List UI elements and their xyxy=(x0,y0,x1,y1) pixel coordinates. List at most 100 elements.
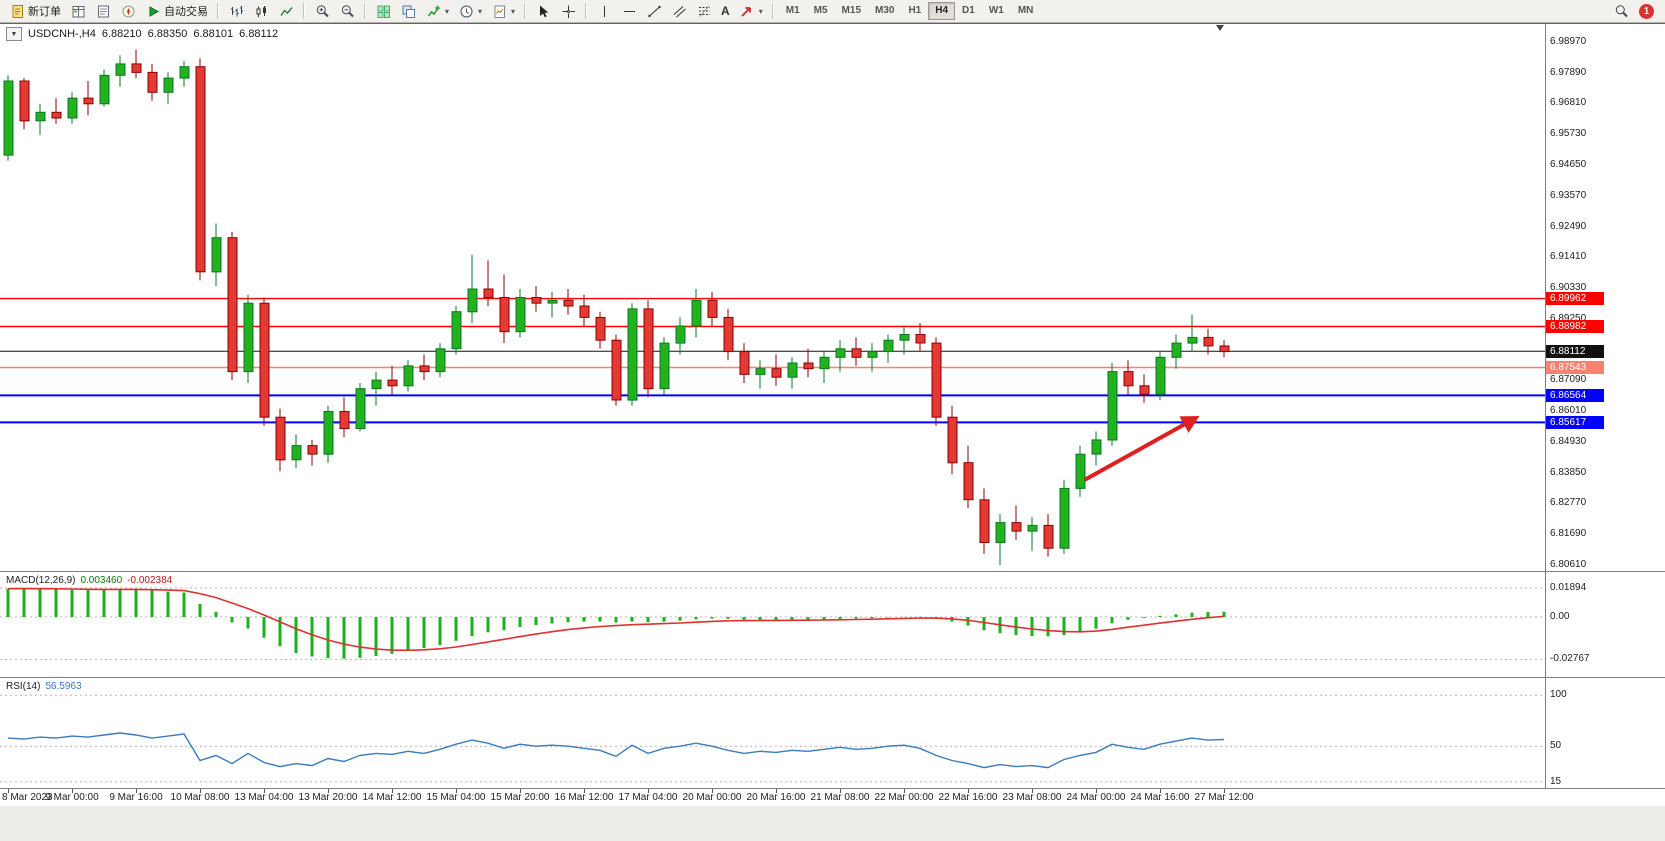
time-axis-tick xyxy=(136,789,137,793)
price-tag: 6.88112 xyxy=(1546,345,1604,358)
rsi-name: RSI(14) xyxy=(6,681,41,692)
notification-badge[interactable]: 1 xyxy=(1639,3,1654,19)
candle-body xyxy=(371,379,382,390)
candle-body xyxy=(515,297,526,333)
vertical-line-button[interactable] xyxy=(592,2,616,21)
trend-arrow[interactable] xyxy=(1083,421,1189,482)
data-window-button[interactable] xyxy=(91,2,115,21)
timeframe-m1-button[interactable]: M1 xyxy=(779,2,807,20)
time-axis-label: 17 Mar 04:00 xyxy=(618,792,678,803)
navigator-button[interactable] xyxy=(116,2,140,21)
toolbar-separator xyxy=(364,3,366,19)
timeframe-h1-button[interactable]: H1 xyxy=(901,2,928,20)
autotrading-button[interactable]: 自动交易 xyxy=(141,2,212,21)
timeframe-m30-button[interactable]: M30 xyxy=(868,2,901,20)
candle-body xyxy=(979,499,990,543)
arrange-windows-button[interactable] xyxy=(396,2,420,21)
time-axis-label: 15 Mar 20:00 xyxy=(490,792,550,803)
time-axis-tick xyxy=(392,789,393,793)
rsi-panel-canvas[interactable] xyxy=(0,678,1546,788)
candle-body xyxy=(291,445,302,461)
horizontal-line-button[interactable] xyxy=(617,2,641,21)
line-chart-button[interactable] xyxy=(274,2,298,21)
text-button[interactable]: A xyxy=(717,2,734,21)
time-axis-tick xyxy=(8,789,9,793)
timeframe-d1-button[interactable]: D1 xyxy=(955,2,982,20)
panel-separator[interactable] xyxy=(0,571,1665,572)
candle-body xyxy=(1203,336,1214,347)
periods-button[interactable]: ▾ xyxy=(454,2,486,21)
time-axis-tick xyxy=(200,789,201,793)
time-axis-label: 13 Mar 20:00 xyxy=(298,792,358,803)
candlestick-chart-icon xyxy=(253,3,269,19)
one-click-trading-toggle[interactable]: ▼ xyxy=(6,27,22,41)
macd-axis-label: -0.02767 xyxy=(1550,653,1590,664)
price-axis-label: 6.95730 xyxy=(1550,128,1587,139)
market-watch-button[interactable] xyxy=(66,2,90,21)
chart-title: ▼ USDCNH-,H4 6.88210 6.88350 6.88101 6.8… xyxy=(6,27,278,41)
main-chart-canvas[interactable] xyxy=(0,24,1546,571)
panel-separator[interactable] xyxy=(0,677,1665,678)
zoom-in-icon xyxy=(314,3,330,19)
crosshair-button[interactable] xyxy=(556,2,580,21)
fibonacci-button[interactable] xyxy=(692,2,716,21)
candle-body xyxy=(787,362,798,378)
candle-body xyxy=(387,379,398,387)
chart-shift-marker[interactable] xyxy=(1216,25,1224,31)
candle-body xyxy=(275,416,286,461)
tile-windows-icon xyxy=(375,3,391,19)
candle-body xyxy=(819,356,830,370)
bar-chart-button[interactable] xyxy=(224,2,248,21)
candle-body xyxy=(547,299,558,304)
arrange-windows-icon xyxy=(400,3,416,19)
window-top-border xyxy=(0,23,1665,24)
autotrading-play-icon xyxy=(145,3,161,19)
rsi-label: RSI(14) 56.5963 xyxy=(6,681,82,692)
market-watch-icon xyxy=(70,3,86,19)
timeframe-mn-button[interactable]: MN xyxy=(1011,2,1041,20)
candle-body xyxy=(963,462,974,501)
tile-windows-button[interactable] xyxy=(371,2,395,21)
candle-body xyxy=(451,311,462,350)
candle-body xyxy=(739,351,750,375)
zoom-out-button[interactable] xyxy=(335,2,359,21)
price-scale-border xyxy=(1545,24,1546,806)
candle-body xyxy=(147,71,158,93)
price-axis-label: 6.86010 xyxy=(1550,405,1587,416)
arrows-button[interactable]: ▾ xyxy=(735,2,767,21)
candle-body xyxy=(723,316,734,353)
trendline-button[interactable] xyxy=(642,2,666,21)
macd-signal-line xyxy=(7,587,1225,652)
time-axis-label: 10 Mar 08:00 xyxy=(170,792,230,803)
macd-panel-canvas[interactable] xyxy=(0,572,1546,676)
price-axis-label: 6.89250 xyxy=(1550,313,1587,324)
autotrading-label: 自动交易 xyxy=(164,6,208,18)
new-order-button[interactable]: 新订单 xyxy=(5,2,65,21)
chevron-down-icon: ▾ xyxy=(511,6,516,16)
timeframe-h4-button[interactable]: H4 xyxy=(928,2,956,20)
search-button[interactable] xyxy=(1609,2,1633,21)
search-icon xyxy=(1613,3,1629,19)
candlestick-chart-button[interactable] xyxy=(249,2,273,21)
time-axis-label: 20 Mar 00:00 xyxy=(682,792,742,803)
candle-body xyxy=(1075,453,1086,489)
time-axis-label: 8 Mar 2023 xyxy=(2,792,53,803)
time-axis[interactable] xyxy=(0,788,1665,806)
indicators-button[interactable]: ▾ xyxy=(421,2,453,21)
timeframe-w1-button[interactable]: W1 xyxy=(982,2,1011,20)
cursor-button[interactable] xyxy=(531,2,555,21)
price-axis-label: 6.91410 xyxy=(1550,251,1587,262)
price-axis-label: 6.80610 xyxy=(1550,559,1587,570)
candle-body xyxy=(707,299,718,318)
timeframe-m15-button[interactable]: M15 xyxy=(835,2,868,20)
candle-body xyxy=(195,66,206,273)
candle-body xyxy=(227,237,238,373)
equidistant-channel-button[interactable] xyxy=(667,2,691,21)
timeframe-m5-button[interactable]: M5 xyxy=(807,2,835,20)
price-scale[interactable] xyxy=(1546,24,1665,806)
rsi-value: 56.5963 xyxy=(45,681,82,692)
trend-arrow-head[interactable] xyxy=(1179,416,1200,433)
candle-body xyxy=(835,348,846,358)
templates-button[interactable]: ▾ xyxy=(487,2,519,21)
zoom-in-button[interactable] xyxy=(310,2,334,21)
